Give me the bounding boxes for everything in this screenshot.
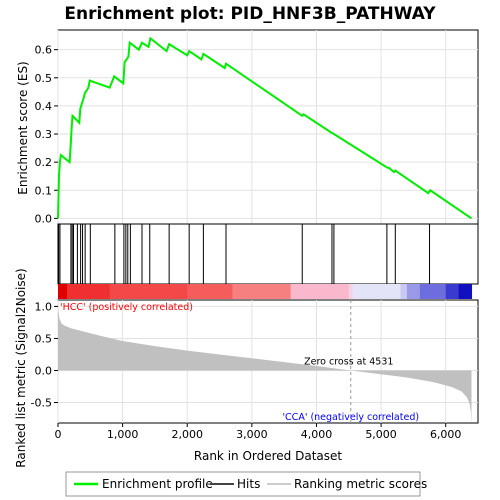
es-axis-label: Enrichment score (ES) xyxy=(16,61,30,194)
x-tick-label: 3,000 xyxy=(236,428,268,441)
es-tick-label: 0.2 xyxy=(35,156,53,169)
heat-segment xyxy=(187,284,233,299)
x-axis-label: Rank in Ordered Dataset xyxy=(194,449,342,463)
heat-segment xyxy=(445,284,460,299)
es-tick-label: 0.0 xyxy=(35,212,53,225)
x-tick-label: 2,000 xyxy=(171,428,203,441)
heat-segment xyxy=(109,284,188,299)
x-tick-label: 5,000 xyxy=(365,428,397,441)
metric-tick-label: 0.5 xyxy=(35,332,53,345)
x-tick-label: 0 xyxy=(55,428,62,441)
heat-segment xyxy=(348,284,354,299)
es-tick-label: 0.1 xyxy=(35,184,53,197)
legend-label: Hits xyxy=(237,477,260,491)
ranking-heat-bar xyxy=(58,284,473,299)
x-tick-label: 6,000 xyxy=(430,428,462,441)
es-tick-label: 0.5 xyxy=(35,72,53,85)
positive-correlation-label: 'HCC' (positively correlated) xyxy=(60,302,193,313)
heat-segment xyxy=(419,284,447,299)
heat-segment xyxy=(290,284,350,299)
legend-label: Enrichment profile xyxy=(102,477,213,491)
es-panel xyxy=(57,29,479,225)
heat-segment xyxy=(232,284,292,299)
metric-axis-label: Ranked list metric (Signal2Noise) xyxy=(14,268,28,467)
heat-segment xyxy=(352,284,401,299)
legend-label: Ranking metric scores xyxy=(294,477,427,491)
metric-tick-label: 0.0 xyxy=(35,364,53,377)
heat-segment xyxy=(458,284,473,299)
heat-segment xyxy=(406,284,421,299)
metric-tick-label: -0.5 xyxy=(31,397,52,410)
chart-title: Enrichment plot: PID_HNF3B_PATHWAY xyxy=(64,4,436,24)
es-tick-label: 0.3 xyxy=(35,128,53,141)
hits-panel xyxy=(57,223,479,285)
zero-cross-label: Zero cross at 4531 xyxy=(304,356,393,367)
heat-segment xyxy=(400,284,408,299)
x-tick-label: 1,000 xyxy=(107,428,139,441)
x-tick-label: 4,000 xyxy=(301,428,333,441)
heat-segment xyxy=(58,284,68,299)
negative-correlation-label: 'CCA' (negatively correlated) xyxy=(282,412,419,423)
ranking-metric-area xyxy=(58,300,472,423)
legend-box xyxy=(65,471,421,497)
metric-tick-label: 1.0 xyxy=(35,300,53,313)
heat-segment xyxy=(67,284,111,299)
enrichment-profile-line xyxy=(57,36,473,220)
es-tick-label: 0.4 xyxy=(35,100,53,113)
es-tick-label: 0.6 xyxy=(35,44,53,57)
